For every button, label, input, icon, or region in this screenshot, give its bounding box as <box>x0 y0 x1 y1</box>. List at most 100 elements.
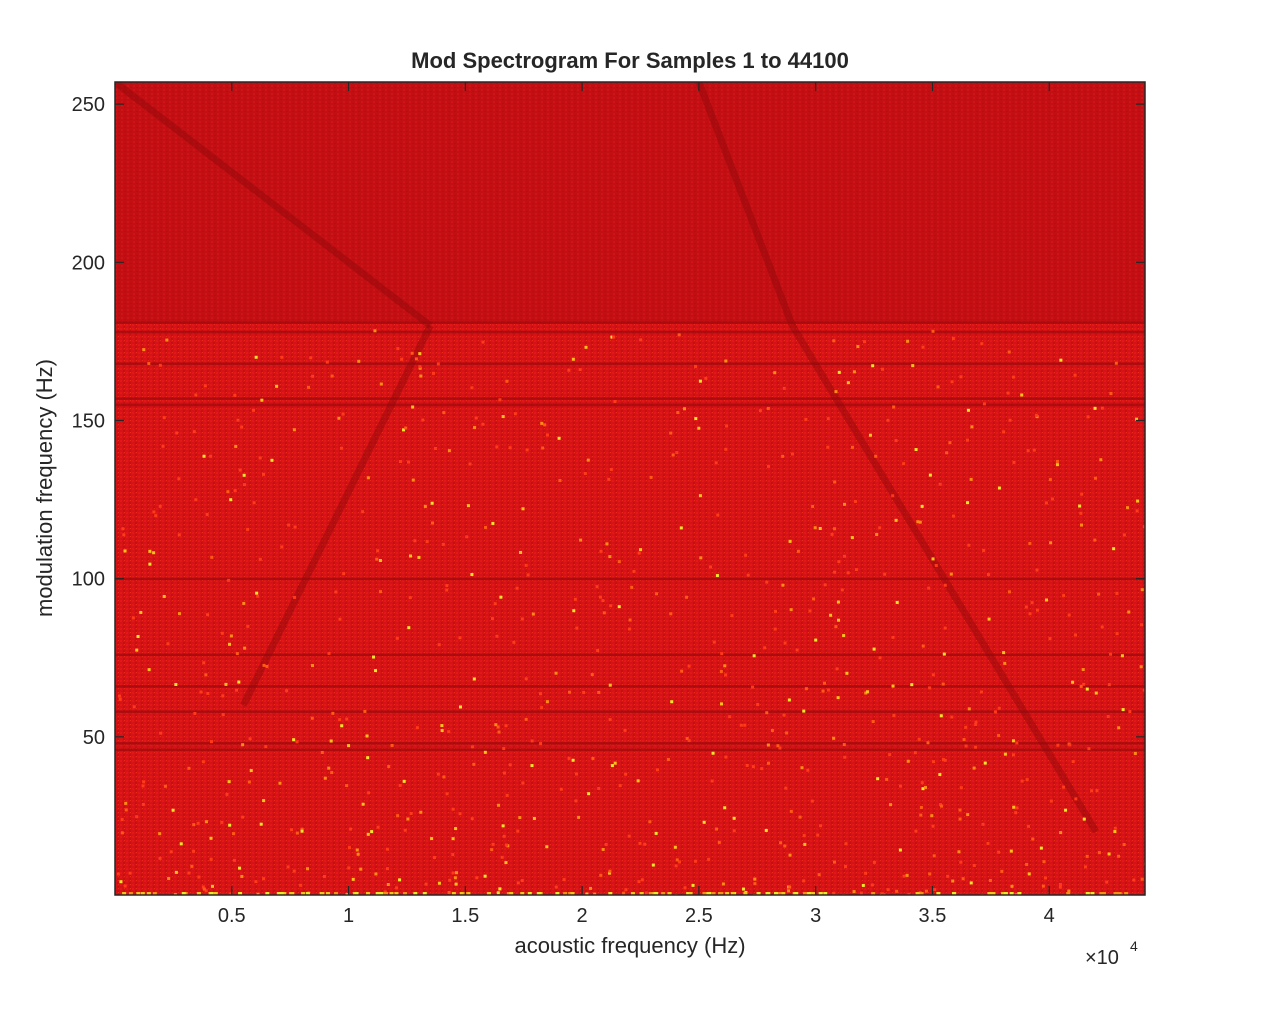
speckle <box>583 472 587 476</box>
speckle <box>384 892 389 895</box>
speckle <box>475 876 479 880</box>
speckle <box>414 357 418 361</box>
speckle <box>524 563 528 567</box>
speckle <box>135 648 139 652</box>
speckle <box>601 847 605 851</box>
speckle <box>136 634 140 638</box>
speckle <box>832 860 836 864</box>
speckle <box>951 879 955 883</box>
speckle <box>589 886 593 890</box>
speckle <box>539 692 543 696</box>
speckle <box>919 813 923 817</box>
speckle <box>1122 533 1126 537</box>
dark-band <box>115 321 1145 324</box>
speckle <box>599 549 603 553</box>
speckle <box>554 671 558 675</box>
speckle <box>773 627 777 631</box>
speckle <box>226 490 230 494</box>
speckle <box>262 799 266 803</box>
speckle <box>530 739 534 743</box>
speckle <box>914 448 918 452</box>
speckle <box>338 718 342 722</box>
speckle <box>1002 651 1006 655</box>
speckle <box>1086 415 1090 419</box>
speckle <box>524 677 528 681</box>
speckle <box>483 750 487 754</box>
speckle <box>911 364 915 368</box>
speckle <box>209 857 213 861</box>
speckle <box>871 364 875 368</box>
speckle <box>817 873 821 877</box>
speckle <box>342 572 346 576</box>
speckle <box>243 646 247 650</box>
speckle <box>205 513 209 517</box>
speckle <box>402 428 406 432</box>
speckle <box>406 460 410 464</box>
speckle <box>165 338 169 342</box>
speckle <box>543 423 547 427</box>
speckle <box>844 842 848 846</box>
speckle <box>609 604 613 608</box>
speckle <box>229 498 233 502</box>
speckle <box>311 664 315 668</box>
speckle <box>431 521 435 525</box>
speckle <box>395 886 399 890</box>
speckle <box>723 664 727 668</box>
speckle <box>1113 826 1117 830</box>
speckle <box>892 405 896 409</box>
x-axis-exponent: ×10 4 <box>1085 938 1138 969</box>
speckle <box>1073 373 1077 377</box>
speckle <box>242 483 246 487</box>
speckle <box>481 422 485 426</box>
speckle <box>568 892 573 895</box>
speckle <box>930 814 934 818</box>
speckle <box>173 893 177 895</box>
y-tick-label: 150 <box>72 410 105 432</box>
speckle <box>721 882 725 886</box>
speckle <box>707 857 711 861</box>
speckle <box>206 691 210 695</box>
diagonal-ridge <box>240 324 434 707</box>
speckle <box>1100 406 1104 410</box>
speckle <box>843 554 847 558</box>
speckle <box>521 507 525 511</box>
speckle <box>969 881 973 885</box>
speckle <box>128 892 133 895</box>
speckle <box>299 883 303 887</box>
speckle <box>577 815 581 819</box>
speckle <box>120 818 124 822</box>
speckle <box>997 486 1001 490</box>
speckle <box>210 884 214 888</box>
speckle <box>685 737 689 741</box>
speckle <box>648 892 653 895</box>
speckle <box>258 456 262 460</box>
x-tick-label: 1 <box>343 905 354 927</box>
speckle <box>204 673 208 677</box>
speckle <box>886 888 890 892</box>
speckle <box>919 892 924 895</box>
speckle <box>1128 710 1132 714</box>
speckle <box>1078 504 1082 508</box>
speckle <box>386 882 390 886</box>
speckle <box>571 758 575 762</box>
speckle <box>196 821 200 825</box>
speckle <box>1113 830 1117 834</box>
speckle <box>766 761 770 765</box>
speckle <box>932 760 936 764</box>
speckle <box>843 755 847 759</box>
speckle <box>1085 687 1089 691</box>
speckle <box>567 756 571 760</box>
speckle <box>491 521 495 525</box>
diagonal-ridge <box>115 82 433 329</box>
speckle <box>340 724 344 728</box>
speckle <box>147 668 151 672</box>
dark-band <box>115 362 1145 366</box>
speckle <box>454 871 458 875</box>
speckle <box>121 527 125 531</box>
speckle <box>832 891 836 895</box>
speckle <box>174 682 178 686</box>
speckle <box>159 731 163 735</box>
speckle <box>766 406 770 410</box>
speckle <box>242 601 246 605</box>
speckle <box>698 379 702 383</box>
